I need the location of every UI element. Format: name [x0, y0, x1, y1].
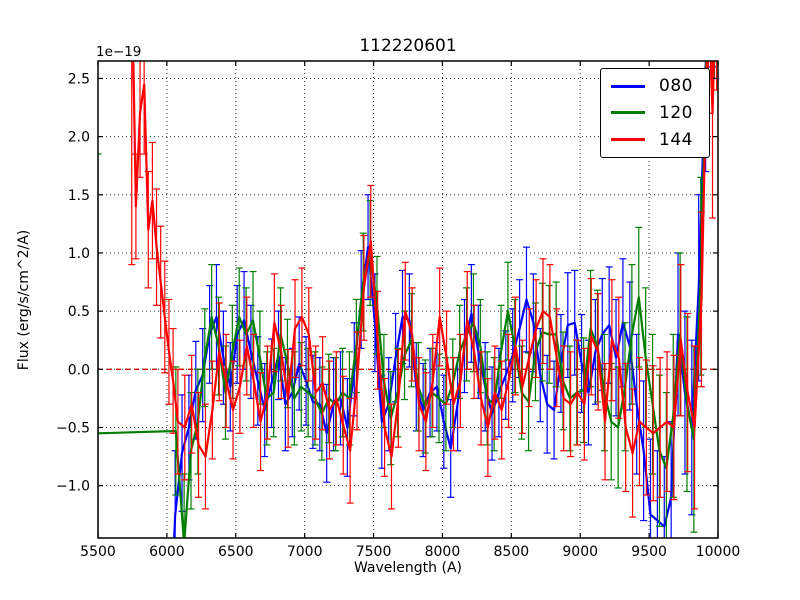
xtick-label: 9500: [631, 544, 667, 560]
xtick-label: 10000: [696, 544, 741, 560]
legend-item-080: 080: [611, 76, 699, 96]
legend-line-sample-blue: [611, 84, 645, 88]
legend-label: 080: [659, 76, 693, 97]
xtick-label: 6000: [149, 544, 185, 560]
series-line-120: [98, 61, 708, 538]
xtick-label: 8500: [494, 544, 530, 560]
legend-line-sample-red: [611, 138, 645, 142]
xtick-label: 7500: [356, 544, 392, 560]
series-layer: [98, 61, 718, 538]
ytick-label: 0.5: [68, 304, 90, 320]
ytick-label: 2.5: [68, 71, 90, 87]
x-axis-label: Wavelength (A): [354, 560, 462, 576]
xtick-label: 8000: [425, 544, 461, 560]
tick-marks: [97, 61, 719, 538]
ytick-label: 2.0: [68, 130, 90, 146]
series-line-080: [173, 61, 708, 538]
ytick-label: −0.5: [56, 420, 90, 436]
xtick-label: 6500: [218, 544, 254, 560]
legend-label: 144: [659, 129, 693, 150]
series-line-144: [132, 61, 716, 458]
tick-labels: 5500 6000 6500 7000 7500 8000 8500 9000 9500 1000…: [56, 71, 740, 560]
legend: 080 120 144: [600, 68, 710, 158]
plot-title: 112220601: [359, 36, 456, 56]
y-offset-label: 1e−19: [96, 44, 141, 60]
legend-label: 120: [659, 102, 693, 123]
y-axis-label: Flux (erg/s/cm^2/A): [16, 230, 32, 370]
legend-item-120: 120: [611, 103, 699, 123]
series-120: [98, 61, 718, 538]
ytick-label: 0.0: [68, 362, 90, 378]
xtick-label: 9000: [562, 544, 598, 560]
ytick-label: 1.0: [68, 246, 90, 262]
legend-line-sample-green: [611, 111, 645, 115]
xtick-label: 7000: [287, 544, 323, 560]
series-144: [128, 61, 718, 518]
ytick-label: 1.5: [68, 188, 90, 204]
ytick-label: −1.0: [56, 479, 90, 495]
legend-item-144: 144: [611, 130, 699, 150]
axes-frame: [97, 60, 719, 539]
xtick-label: 5500: [80, 544, 116, 560]
